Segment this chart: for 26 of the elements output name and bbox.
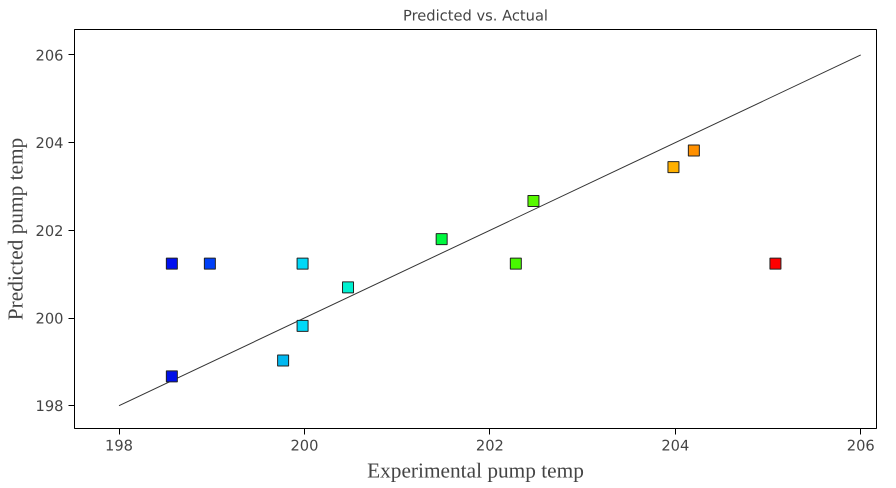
y-tick-label: 200 (36, 310, 64, 328)
x-tick-label: 206 (846, 438, 875, 454)
point (769, 258, 782, 270)
y-axis-title: Predicted pump temp (4, 138, 28, 320)
point (667, 161, 680, 174)
point (277, 354, 290, 367)
point (166, 258, 178, 270)
y-tick-label: 198 (36, 398, 64, 416)
chart-title: Predicted vs. Actual (403, 8, 548, 24)
point (527, 194, 540, 207)
point (204, 258, 216, 270)
point (688, 144, 700, 157)
point (510, 258, 522, 270)
point (296, 320, 309, 332)
x-tick-label: 204 (661, 438, 690, 454)
point (436, 233, 448, 246)
x-tick-label: 200 (290, 438, 318, 454)
point (166, 370, 178, 382)
point (296, 258, 309, 270)
y-tick-label: 202 (36, 222, 64, 240)
point (342, 281, 354, 294)
y-tick-label: 206 (36, 47, 64, 64)
x-tick-label: 202 (476, 438, 504, 454)
y-tick-label: 204 (36, 135, 64, 152)
x-tick-label: 198 (105, 438, 133, 454)
x-axis-title: Experimental pump temp (367, 458, 584, 482)
